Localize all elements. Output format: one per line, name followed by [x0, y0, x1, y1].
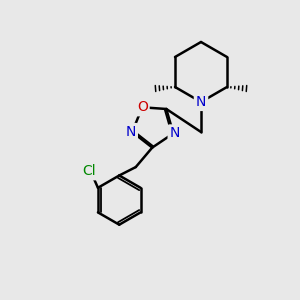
- Text: O: O: [137, 100, 148, 114]
- Text: Cl: Cl: [82, 164, 96, 178]
- Text: N: N: [169, 126, 180, 140]
- Text: N: N: [196, 95, 206, 109]
- Text: N: N: [125, 125, 136, 139]
